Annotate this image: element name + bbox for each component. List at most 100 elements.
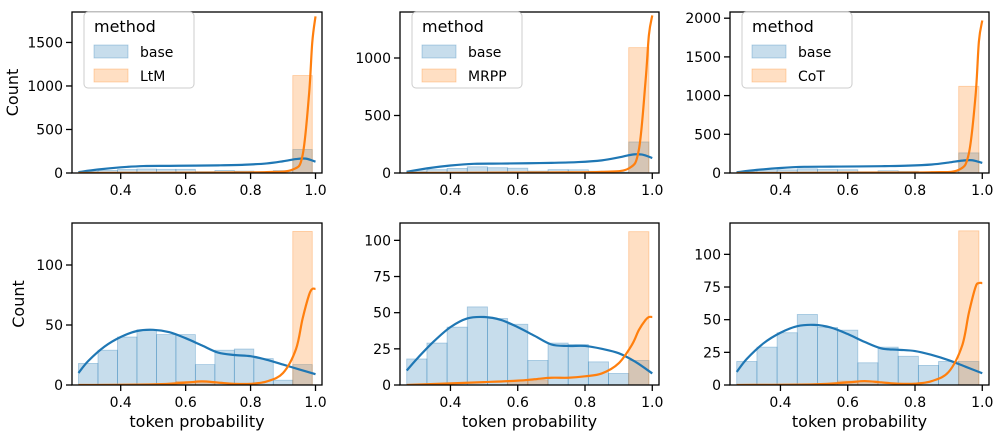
- plot-area: [77, 230, 316, 385]
- x-tick-label: 0.8: [904, 183, 926, 199]
- x-tick-label: 1.0: [641, 395, 663, 411]
- y-axis-label: Count: [9, 280, 28, 328]
- legend-title: method: [94, 17, 156, 36]
- x-axis-label: token probability: [462, 412, 597, 431]
- x-tick-label: 0.6: [507, 395, 529, 411]
- y-tick-label: 0: [712, 166, 721, 182]
- hist-bar-base: [817, 169, 839, 173]
- panel-r1-c2: 0.4 0.6 0.8 1.0 0 25 50 75 100 token probability: [694, 222, 993, 431]
- axes-frame: [729, 11, 990, 174]
- y-tick-label: 25: [373, 342, 391, 358]
- y-tick-label: 0: [712, 378, 721, 394]
- hist-bar-base: [214, 349, 235, 385]
- y-tick-label: 500: [36, 122, 63, 138]
- kde-line-base: [78, 157, 316, 173]
- x-tick-label: 1.0: [304, 395, 326, 411]
- legend-label-ltm: LtM: [140, 69, 165, 85]
- hist-bar-base: [897, 355, 919, 385]
- hist-bar-base: [426, 342, 448, 385]
- kde-line-base: [405, 315, 653, 375]
- hist-bar-base: [507, 323, 529, 385]
- y-tick-label: 75: [703, 280, 721, 296]
- hist-bar-base: [567, 344, 589, 385]
- hist-bar-base: [817, 327, 839, 385]
- kde-line-base: [735, 323, 983, 375]
- y-tick-label: 0: [54, 378, 63, 394]
- hist-bar-base: [608, 373, 630, 385]
- x-tick-label: 1.0: [641, 183, 663, 199]
- y-tick-label: 2000: [685, 11, 721, 27]
- hist-bar-base: [736, 361, 758, 385]
- axes-frame: [71, 222, 323, 386]
- y-tick-label: 1000: [355, 51, 391, 67]
- axes-frame: [71, 11, 323, 174]
- y-tick-label: 1500: [685, 50, 721, 66]
- y-tick-label: 1000: [27, 79, 63, 95]
- y-tick-label: 1500: [27, 35, 63, 51]
- y-tick-label: 100: [36, 258, 63, 274]
- panel-r0-c1: 0.4 0.6 0.8 1.0 0 500 1000 method base MRPP: [355, 11, 663, 199]
- kde-line-ltm: [78, 287, 316, 385]
- legend-swatch-cot: [751, 68, 787, 83]
- legend: method base LtM: [83, 11, 195, 89]
- legend: method base CoT: [741, 11, 853, 89]
- legend-title: method: [422, 17, 484, 36]
- x-tick-label: 0.4: [439, 183, 461, 199]
- x-tick-label: 0.4: [769, 395, 791, 411]
- panel-r0-c0: 0.4 0.6 0.8 1.0 0 500 1000 1500 Count method base L…: [3, 11, 327, 199]
- x-axis-label: token probability: [129, 412, 264, 431]
- x-tick-label: 0.8: [574, 395, 596, 411]
- legend-box: [83, 11, 195, 89]
- legend-box: [411, 11, 523, 89]
- legend: method base MRPP: [411, 11, 523, 89]
- legend-swatch-base: [751, 44, 787, 59]
- kde-line-base: [77, 328, 316, 376]
- axes-frame: [399, 222, 660, 386]
- hist-bar-base: [233, 348, 255, 385]
- x-tick-label: 0.4: [110, 183, 132, 199]
- hist-bar-base: [97, 349, 118, 385]
- kde-line-base: [406, 153, 653, 173]
- hist-bar-base: [487, 318, 509, 385]
- x-tick-label: 1.0: [971, 183, 993, 199]
- legend-label-base: base: [468, 45, 501, 61]
- panel-r1-c1: 0.4 0.6 0.8 1.0 0 25 50 75 100 token probability: [364, 222, 663, 431]
- y-tick-label: 50: [703, 313, 721, 329]
- y-tick-label: 50: [373, 306, 391, 322]
- legend-swatch-base: [421, 44, 457, 59]
- legend-swatch-ltm: [93, 68, 129, 83]
- x-axis-label: token probability: [792, 412, 927, 431]
- hist-bar-base: [194, 364, 216, 385]
- y-tick-label: 100: [364, 233, 391, 249]
- x-tick-label: 0.6: [837, 183, 859, 199]
- y-tick-label: 50: [45, 318, 63, 334]
- x-tick-label: 0.6: [507, 183, 529, 199]
- legend-title: method: [752, 17, 814, 36]
- y-tick-label: 500: [364, 109, 391, 125]
- legend-swatch-base: [93, 44, 129, 59]
- y-tick-label: 1000: [685, 89, 721, 105]
- hist-bar-base: [406, 358, 428, 385]
- hist-bar-ltm: [292, 75, 313, 173]
- hist-bar-base: [272, 379, 294, 385]
- x-tick-label: 0.8: [239, 183, 261, 199]
- hist-bar-base: [446, 326, 468, 385]
- kde-line-base: [736, 158, 983, 173]
- hist-bar-mrpp: [628, 47, 650, 173]
- panel-r1-c0: 0.4 0.6 0.8 1.0 0 50 100 Count token probability: [9, 222, 327, 431]
- x-tick-label: 0.8: [904, 395, 926, 411]
- hist-bar-base: [837, 169, 859, 173]
- x-tick-label: 0.6: [175, 183, 197, 199]
- hist-bar-base: [136, 329, 157, 385]
- x-tick-label: 1.0: [971, 395, 993, 411]
- y-tick-label: 0: [54, 166, 63, 182]
- x-tick-label: 1.0: [304, 183, 326, 199]
- x-tick-label: 0.6: [175, 395, 197, 411]
- legend-label-base: base: [798, 45, 831, 61]
- hist-bar-ltm: [292, 230, 313, 385]
- hist-bar-base: [117, 336, 138, 385]
- axes-frame: [399, 11, 660, 174]
- axes-frame: [729, 222, 990, 386]
- legend-label-cot: CoT: [798, 69, 825, 85]
